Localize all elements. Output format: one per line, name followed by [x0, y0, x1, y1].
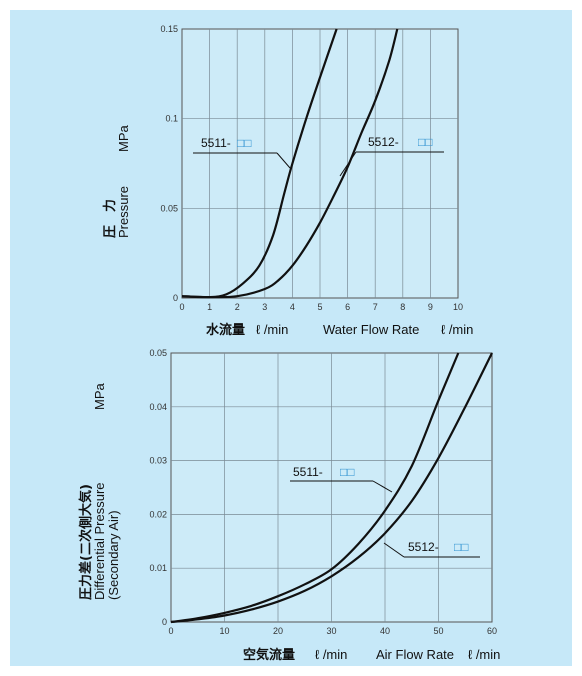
water-x-tick-label: 5	[317, 302, 322, 312]
water-y-tick-label: 0	[173, 293, 178, 303]
water-series-line-5512	[181, 28, 399, 299]
water-series-label-5511: 5511- □□	[193, 136, 291, 169]
water-xlabel-unit: ℓ /min	[256, 322, 288, 337]
water-series-label-5512: 5512- □□	[339, 135, 444, 177]
water-y-tick-label: 0.1	[165, 114, 178, 124]
water-x-tick-label: 1	[207, 302, 212, 312]
water-x-tick-label: 10	[453, 302, 463, 312]
air-series	[170, 352, 493, 624]
water-ylabel-jp: 圧 力	[102, 199, 118, 238]
air-x-tick-label: 50	[433, 626, 443, 636]
water-x-tick-label: 3	[262, 302, 267, 312]
water-y-tick-label: 0.15	[160, 24, 178, 34]
air-y-tick-label: 0.04	[149, 402, 167, 412]
water-y-ticks: 0 0.05 0.1 0.15	[160, 24, 178, 303]
water-xlabel-jp: 水流量	[206, 322, 245, 338]
water-series-suffix-5512: □□	[418, 135, 433, 149]
water-x-tick-label: 9	[428, 302, 433, 312]
air-x-ticks: 0 10 20 30 40 50 60	[168, 626, 497, 636]
air-series-label-5511: 5511- □□	[290, 465, 393, 493]
water-series-suffix-5511: □□	[237, 136, 252, 150]
water-x-tick-label: 0	[179, 302, 184, 312]
air-series-name-5511: 5511-	[293, 465, 323, 479]
water-x-tick-label: 8	[400, 302, 405, 312]
air-series-suffix-5512: □□	[454, 540, 469, 554]
air-ylabel-jp: 圧力差(二次側大気)	[78, 484, 94, 600]
air-y-tick-label: 0.01	[149, 563, 167, 573]
air-y-tick-label: 0.02	[149, 509, 167, 519]
water-ylabel-en: Pressure	[116, 186, 131, 238]
air-chart: 0 10 20 30 40 50 60 0 0.01 0.02 0.03 0.04 0.05 5511…	[78, 348, 500, 663]
water-x-tick-label: 7	[373, 302, 378, 312]
air-y-tick-label: 0.05	[149, 348, 167, 358]
water-series	[181, 28, 399, 299]
air-series-label-5512: 5512- □□	[383, 540, 480, 558]
air-y-tick-label: 0.03	[149, 456, 167, 466]
water-chart: 0 1 2 3 4 5 6 7 8 9 10 0 0.05 0.1 0.15 5511- □□ 5512-…	[102, 24, 473, 338]
air-x-tick-label: 30	[326, 626, 336, 636]
air-ylabel-unit: MPa	[92, 383, 107, 411]
air-x-tick-label: 60	[487, 626, 497, 636]
water-x-tick-label: 2	[235, 302, 240, 312]
air-ylabel-en-1: Differential Pressure	[92, 482, 107, 600]
water-series-line-5511	[181, 28, 338, 299]
air-xlabel-en: Air Flow Rate	[376, 647, 454, 662]
air-series-name-5512: 5512-	[408, 540, 439, 554]
air-x-tick-label: 0	[168, 626, 173, 636]
air-y-tick-label: 0	[162, 617, 167, 627]
air-x-tick-label: 20	[273, 626, 283, 636]
water-series-name-5512: 5512-	[368, 135, 399, 149]
air-series-line-5511	[170, 352, 460, 624]
air-xlabel-en-unit: ℓ /min	[468, 647, 500, 662]
water-x-tick-label: 4	[290, 302, 295, 312]
water-x-ticks: 0 1 2 3 4 5 6 7 8 9 10	[179, 302, 463, 312]
water-ylabel-unit: MPa	[116, 125, 131, 153]
air-y-ticks: 0 0.01 0.02 0.03 0.04 0.05	[149, 348, 167, 627]
water-xlabel-en: Water Flow Rate	[323, 322, 419, 337]
air-xlabel-jp: 空気流量	[243, 647, 295, 663]
water-y-tick-label: 0.05	[160, 203, 178, 213]
water-series-name-5511: 5511-	[201, 136, 231, 150]
air-x-tick-label: 10	[219, 626, 229, 636]
air-ylabel-en-2: (Secondary Air)	[106, 510, 121, 600]
air-series-line-5512	[170, 352, 493, 624]
air-xlabel-unit: ℓ /min	[315, 647, 347, 662]
water-x-tick-label: 6	[345, 302, 350, 312]
air-x-tick-label: 40	[380, 626, 390, 636]
water-xlabel-en-unit: ℓ /min	[441, 322, 473, 337]
air-series-suffix-5511: □□	[340, 465, 355, 479]
